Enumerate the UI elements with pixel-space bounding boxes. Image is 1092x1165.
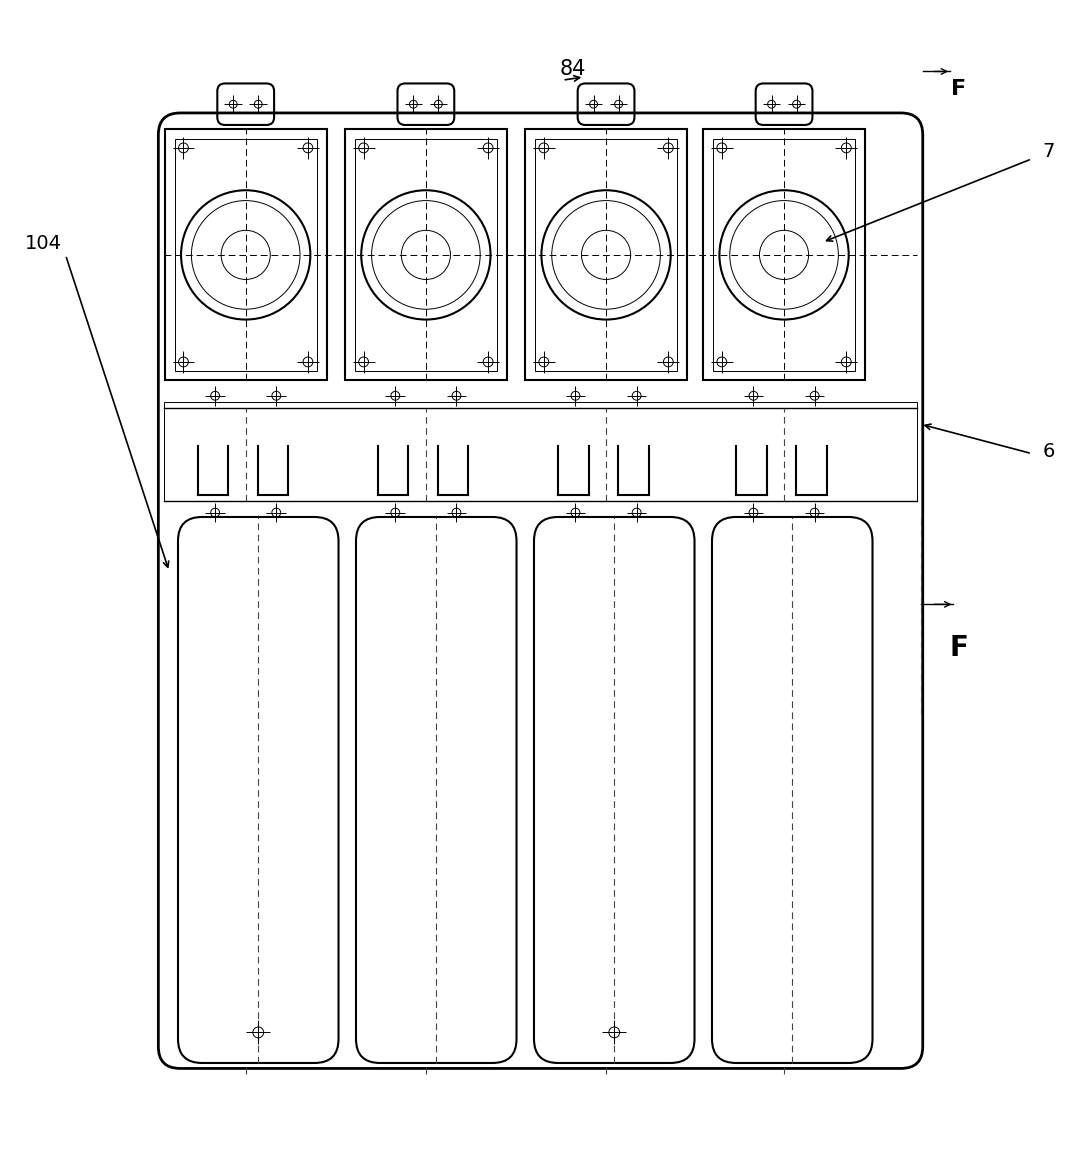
Bar bbox=[355, 139, 497, 370]
Bar bbox=[345, 129, 507, 381]
Text: F: F bbox=[949, 634, 969, 662]
Text: 84: 84 bbox=[560, 59, 586, 79]
Bar bbox=[165, 129, 327, 381]
Bar bbox=[535, 139, 677, 370]
Text: 6: 6 bbox=[1042, 442, 1055, 461]
Bar bbox=[175, 139, 317, 370]
Text: F: F bbox=[951, 79, 966, 99]
Text: 7: 7 bbox=[1042, 142, 1055, 161]
Bar bbox=[713, 139, 855, 370]
Text: 104: 104 bbox=[25, 234, 62, 254]
Bar bbox=[164, 402, 917, 501]
Bar bbox=[703, 129, 865, 381]
Bar bbox=[525, 129, 687, 381]
